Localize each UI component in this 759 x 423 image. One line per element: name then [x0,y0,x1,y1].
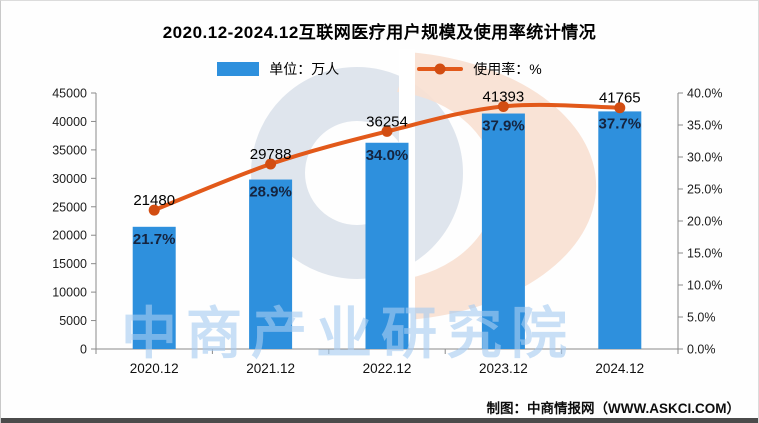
x-axis-category-label: 2023.12 [479,361,528,376]
line-marker [381,125,393,137]
right-axis-tick-label: 25.0% [687,183,722,197]
left-axis-tick-label: 40000 [52,115,87,129]
bar-value-label: 36254 [366,113,408,130]
line-marker [497,100,509,112]
bar-2022.12 [365,142,409,349]
x-axis-category-label: 2022.12 [363,361,412,376]
left-axis-tick-label: 35000 [52,143,87,157]
rate-data-label: 34.0% [366,147,409,164]
line-marker-dot-icon [434,63,446,75]
left-axis-tick-label: 45000 [52,87,87,101]
legend: 单位：万人 使用率：% [1,59,758,79]
chart-title: 2020.12-2024.12互联网医疗用户规模及使用率统计情况 [162,23,597,42]
line-marker [265,158,277,170]
source-credit: 制图：中商情报网（WWW.ASKCI.COM） [486,401,740,416]
rate-data-label: 37.7% [599,115,642,132]
rate-data-label: 21.7% [133,231,176,248]
bar-swatch-icon [217,62,260,76]
rate-data-label: 37.9% [482,118,525,135]
left-axis-tick-label: 0 [80,343,87,357]
legend-item-line: 使用率：% [417,59,542,79]
bar-2021.12 [249,179,293,349]
bar-value-label: 41765 [599,90,641,107]
legend-item-bars: 单位：万人 [217,59,339,79]
left-axis-tick-label: 30000 [52,172,87,186]
right-axis-tick-label: 15.0% [687,247,722,261]
line-swatch-icon [417,63,464,75]
left-axis-tick-label: 5000 [59,314,87,328]
rate-data-label: 28.9% [249,184,292,201]
right-axis-tick-label: 10.0% [687,279,722,293]
watermark-logo [251,49,597,323]
line-marker [148,204,160,216]
left-axis-tick-label: 10000 [52,286,87,300]
right-axis-tick-label: 35.0% [687,119,722,133]
left-axis-tick-label: 25000 [52,200,87,214]
bar-2023.12 [481,113,525,349]
bar-2020.12 [132,226,176,349]
legend-bar-label: 单位：万人 [269,61,340,77]
left-axis-tick-label: 20000 [52,229,87,243]
x-axis-category-label: 2021.12 [246,361,295,376]
x-axis-category-label: 2024.12 [595,361,644,376]
bar-value-label: 21480 [133,192,175,209]
right-axis-tick-label: 5.0% [687,311,716,325]
window-bottom-edge [1,418,758,423]
x-axis-category-label: 2020.12 [130,361,179,376]
right-axis-tick-label: 40.0% [687,87,722,101]
right-axis-tick-label: 30.0% [687,151,722,165]
bar-2024.12 [598,111,642,349]
left-axis-tick-label: 15000 [52,257,87,271]
bar-value-label: 29788 [250,146,292,163]
right-axis-tick-label: 20.0% [687,215,722,229]
line-marker [614,102,626,114]
right-axis-tick-label: 0.0% [687,343,716,357]
legend-line-label: 使用率：% [473,61,542,77]
bar-value-label: 41393 [483,88,525,105]
